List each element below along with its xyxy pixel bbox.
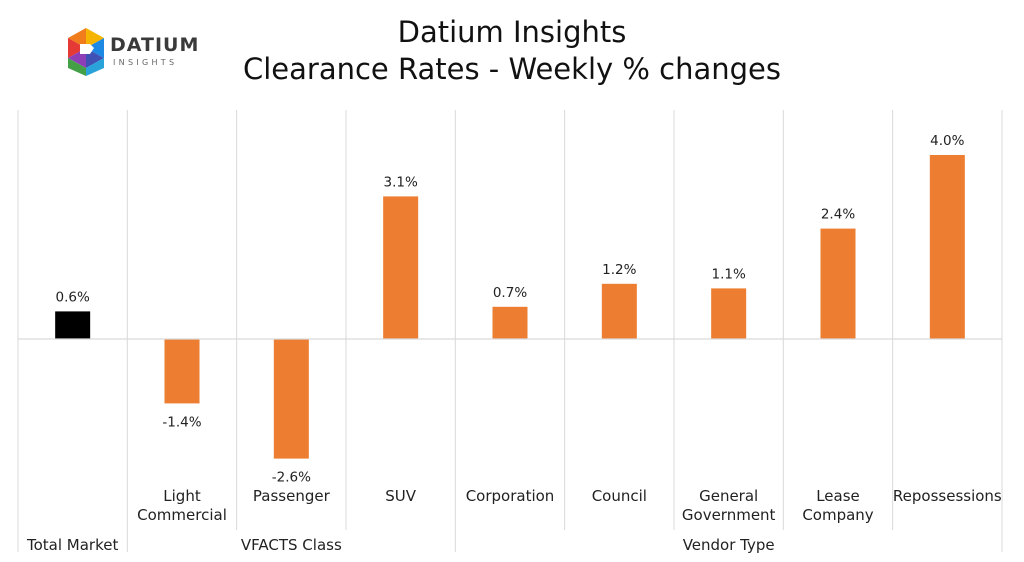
bar — [273, 339, 309, 459]
data-label: -2.6% — [272, 470, 311, 486]
category-label: Repossessions — [893, 487, 1002, 505]
chart-title-block: Datium Insights Clearance Rates - Weekly… — [0, 14, 1024, 88]
data-label: 1.2% — [602, 262, 636, 278]
datium-logo: DATIUM INSIGHTS — [64, 26, 204, 78]
category-label: General — [699, 487, 758, 505]
bar — [820, 228, 856, 339]
datium-logo-icon — [68, 28, 104, 76]
category-label: Corporation — [466, 487, 555, 505]
category-label: Government — [682, 506, 776, 524]
group-label: VFACTS Class — [241, 536, 342, 554]
bar — [492, 306, 528, 339]
data-label: -1.4% — [162, 414, 201, 430]
logo-tagline: INSIGHTS — [113, 58, 178, 67]
bar — [164, 339, 200, 404]
bar — [929, 155, 965, 339]
group-labels: VFACTS Class Vendor Type — [241, 536, 775, 554]
data-label: 3.1% — [384, 174, 418, 190]
category-label: Council — [592, 487, 647, 505]
bar — [383, 196, 419, 339]
data-labels: 0.6% -1.4% -2.6% 3.1% 0.7% 1.2% 1.1% 2.4% 4.0% — [56, 133, 965, 486]
group-label: Vendor Type — [683, 536, 775, 554]
data-label: 0.6% — [56, 289, 90, 305]
logo-name: DATIUM — [110, 34, 200, 56]
category-label: Total Market — [26, 536, 118, 554]
data-label: 4.0% — [930, 133, 964, 149]
category-separators — [17, 110, 1003, 552]
category-label: Light — [163, 487, 201, 505]
category-label: SUV — [385, 487, 417, 505]
category-label: Company — [802, 506, 873, 524]
chart-title: Datium Insights — [397, 15, 627, 49]
category-label: Lease — [816, 487, 860, 505]
bar — [711, 288, 747, 339]
category-label: Passenger — [253, 487, 331, 505]
data-label: 0.7% — [493, 285, 527, 301]
data-label: 1.1% — [712, 266, 746, 282]
bars — [55, 155, 965, 459]
category-label: Commercial — [137, 506, 227, 524]
bar — [601, 283, 637, 339]
chart-subtitle: Clearance Rates - Weekly % changes — [242, 52, 781, 86]
bar — [55, 311, 91, 339]
data-label: 2.4% — [821, 207, 855, 223]
